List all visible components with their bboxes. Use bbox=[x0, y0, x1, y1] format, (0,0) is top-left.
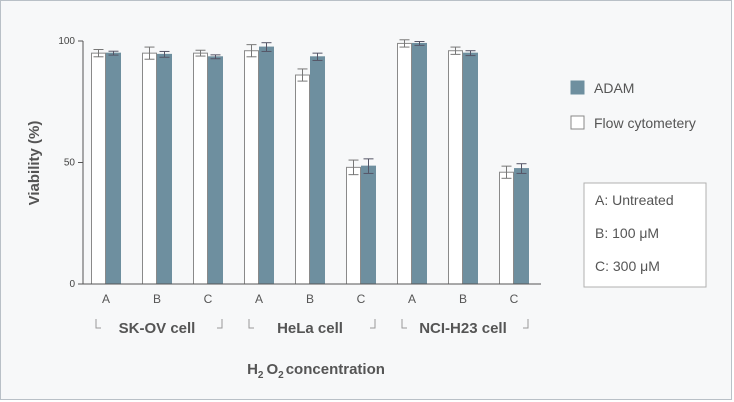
bar-adam bbox=[361, 165, 376, 285]
bar-adam bbox=[157, 53, 172, 285]
group-bracket-left bbox=[248, 319, 254, 329]
category-label: A bbox=[408, 292, 416, 306]
x-title-o: O bbox=[266, 361, 278, 378]
bar-adam bbox=[412, 42, 427, 285]
y-axis-title: Viability (%) bbox=[26, 121, 43, 206]
legend-swatch-flow bbox=[570, 115, 585, 130]
bar-adam bbox=[310, 56, 325, 285]
group-bracket-left bbox=[401, 319, 407, 329]
bars-layer bbox=[91, 39, 529, 285]
y-ticks: 0 50 100 bbox=[58, 36, 83, 290]
bar-flow bbox=[499, 171, 514, 285]
bar-flow bbox=[397, 42, 412, 285]
group-bracket-left bbox=[95, 319, 101, 329]
y-tick-label: 50 bbox=[64, 158, 76, 169]
x-title-rest: concentration bbox=[286, 361, 385, 378]
group-label: HeLa cell bbox=[277, 320, 343, 337]
note-line-a: A: Untreated bbox=[595, 192, 674, 208]
bar-flow bbox=[142, 52, 157, 285]
bar-adam bbox=[106, 52, 121, 285]
category-label: C bbox=[204, 292, 213, 306]
group-label: SK-OV cell bbox=[119, 320, 196, 337]
bar-adam bbox=[463, 52, 478, 285]
category-label: B bbox=[459, 292, 467, 306]
bar-flow bbox=[295, 74, 310, 285]
note-line-c: C: 300 μM bbox=[595, 258, 660, 274]
legend-label-adam: ADAM bbox=[594, 80, 634, 96]
category-label: C bbox=[357, 292, 366, 306]
group-bracket-right bbox=[217, 319, 223, 329]
x-title-sub-2b: 2 bbox=[278, 370, 284, 381]
category-label: A bbox=[255, 292, 263, 306]
group-labels: SK-OV cell HeLa cell NCI-H23 cell bbox=[95, 319, 529, 337]
legend-label-flow: Flow cytometery bbox=[594, 115, 696, 131]
category-label: B bbox=[153, 292, 161, 306]
bar-flow bbox=[244, 50, 259, 285]
group-label: NCI-H23 cell bbox=[419, 320, 507, 337]
legend-swatch-adam bbox=[570, 80, 585, 95]
note-box bbox=[583, 182, 707, 288]
bar-flow bbox=[193, 52, 208, 285]
x-axis-title: H2 O2 concentration bbox=[247, 361, 385, 381]
bar-adam bbox=[259, 46, 274, 285]
note-line-b: B: 100 μM bbox=[595, 225, 659, 241]
bar-adam bbox=[514, 168, 529, 285]
bar-flow bbox=[91, 52, 106, 285]
x-title-h: H bbox=[247, 361, 258, 378]
x-title-sub-2a: 2 bbox=[258, 370, 264, 381]
bar-flow bbox=[346, 166, 361, 285]
category-label: A bbox=[102, 292, 110, 306]
category-label: B bbox=[306, 292, 314, 306]
group-bracket-right bbox=[370, 319, 376, 329]
y-tick-label: 0 bbox=[69, 279, 75, 290]
y-tick-label: 100 bbox=[58, 36, 75, 47]
bar-flow bbox=[448, 50, 463, 285]
group-bracket-right bbox=[523, 319, 529, 329]
legend: ADAM Flow cytometery bbox=[570, 80, 696, 131]
concentration-note: A: Untreated B: 100 μM C: 300 μM bbox=[583, 182, 707, 288]
category-label: C bbox=[510, 292, 519, 306]
bar-adam bbox=[208, 56, 223, 285]
